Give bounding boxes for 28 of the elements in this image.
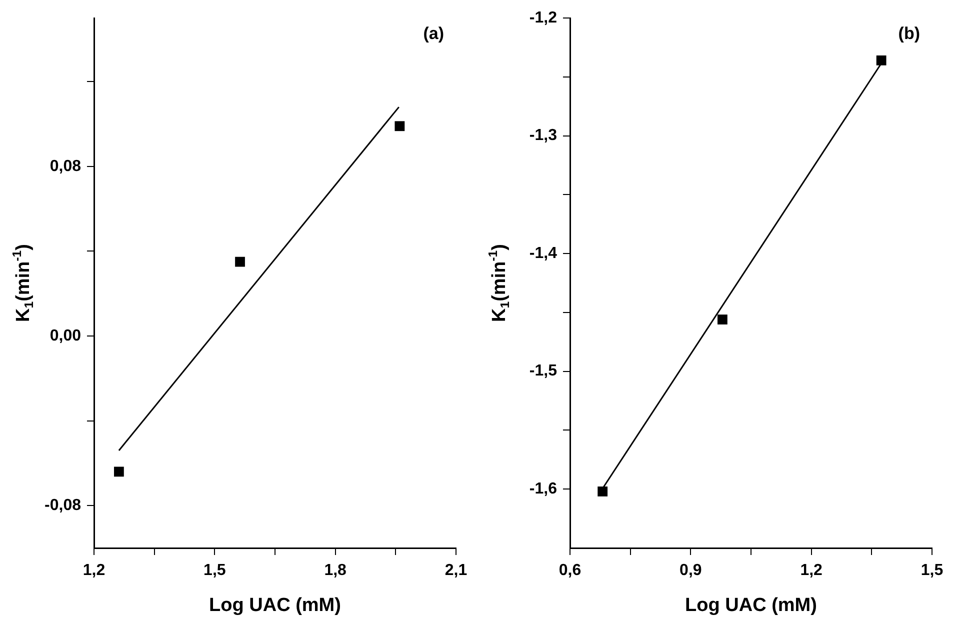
x-tick-label: 1,5 <box>204 562 226 580</box>
chart-title: (a) <box>423 24 444 44</box>
x-tick-label: 1,2 <box>82 562 106 580</box>
chart-title: (b) <box>898 24 920 44</box>
point <box>114 466 124 477</box>
x-axis-title: Log UAC (mM) <box>685 594 817 616</box>
y-tick-label: -1,5 <box>529 362 558 380</box>
y-tick-label: 0,08 <box>50 158 82 175</box>
x-tick-label: 1,8 <box>324 562 347 580</box>
y-axis-title: K1(min-1) <box>10 244 36 322</box>
y-tick-label: -1,3 <box>529 127 558 144</box>
x-axis-title: Log UAC (mM) <box>209 594 341 616</box>
y-tick-label: -1,6 <box>529 480 558 498</box>
y-tick-label: -1,4 <box>529 244 558 262</box>
x-tick-label: 1,5 <box>920 562 944 580</box>
point <box>717 314 728 324</box>
point <box>394 121 405 132</box>
point <box>235 256 245 267</box>
y-axis-title: K1(min-1) <box>486 244 512 322</box>
x-tick-label: 2,1 <box>444 562 468 580</box>
x-tick-label: 0,6 <box>558 562 582 580</box>
point <box>876 55 886 66</box>
y-tick-label: -0,08 <box>44 497 82 514</box>
y-tick-label: -1,2 <box>529 9 558 26</box>
point <box>598 486 608 496</box>
y-tick-label: 0,00 <box>50 327 82 344</box>
x-tick-label: 0,9 <box>680 562 702 580</box>
x-tick-label: 1,2 <box>800 562 823 580</box>
